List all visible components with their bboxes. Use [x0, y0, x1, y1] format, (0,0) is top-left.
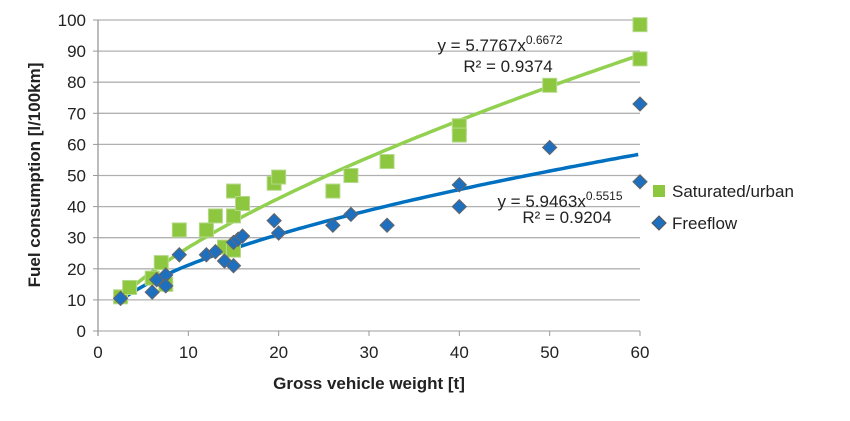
- point-freeflow: [112, 290, 129, 307]
- y-tick-label: 100: [58, 11, 86, 30]
- point-saturated: [451, 127, 467, 143]
- point-freeflow: [157, 267, 174, 283]
- point-freeflow: [207, 243, 224, 260]
- x-tick-label: 30: [360, 343, 379, 362]
- point-freeflow: [225, 257, 242, 274]
- point-freeflow: [270, 225, 287, 241]
- legend-label-saturated: Saturated/urban: [672, 182, 794, 201]
- point-freeflow: [379, 217, 395, 234]
- point-saturated: [632, 51, 648, 67]
- point-saturated: [343, 168, 359, 183]
- r2-saturated: R² = 0.9374: [463, 57, 552, 76]
- legend-label-freeflow: Freeflow: [672, 214, 738, 233]
- point-saturated: [379, 154, 395, 170]
- point-saturated: [226, 183, 241, 199]
- point-freeflow: [171, 247, 188, 263]
- y-tick-label: 0: [77, 322, 86, 341]
- x-tick-label: 50: [540, 343, 559, 362]
- point-freeflow: [325, 217, 341, 234]
- point-saturated: [198, 222, 214, 238]
- point-freeflow: [157, 278, 174, 294]
- y-tick-label: 50: [67, 167, 86, 186]
- legend: Saturated/urban Freeflow: [651, 182, 794, 233]
- point-saturated: [171, 222, 187, 238]
- point-freeflow: [144, 284, 160, 300]
- trendline-freeflow: [117, 152, 639, 304]
- point-freeflow: [451, 198, 468, 215]
- y-tick-label: 40: [67, 198, 86, 217]
- eq-saturated: y = 5.7767x0.6672: [437, 33, 562, 55]
- point-saturated: [235, 195, 251, 211]
- x-tick-label: 0: [93, 343, 102, 362]
- point-freeflow: [451, 177, 468, 193]
- point-saturated: [153, 255, 169, 271]
- point-saturated: [325, 183, 341, 199]
- eq-freeflow: y = 5.9463x0.5515: [497, 189, 622, 211]
- legend-marker-saturated: [653, 185, 665, 197]
- grid: [98, 19, 640, 332]
- x-tick-label: 40: [450, 343, 469, 362]
- point-saturated: [542, 77, 558, 93]
- y-tick-label: 80: [67, 73, 86, 92]
- x-axis-label: Gross vehicle weight [t]: [273, 374, 465, 393]
- data-points: [112, 17, 648, 307]
- point-saturated: [632, 17, 648, 33]
- y-tick-label: 20: [67, 260, 86, 279]
- y-tick-label: 60: [67, 135, 86, 154]
- r2-freeflow: R² = 0.9204: [522, 208, 611, 227]
- point-freeflow: [541, 139, 558, 156]
- point-freeflow: [632, 96, 648, 112]
- point-saturated: [122, 279, 138, 295]
- y-tick-label: 70: [67, 104, 86, 123]
- x-tick-label: 10: [179, 343, 198, 362]
- x-tick-label: 20: [269, 343, 288, 362]
- point-freeflow: [266, 212, 282, 229]
- trendlines: [117, 54, 639, 304]
- point-freeflow: [234, 228, 251, 244]
- y-tick-label: 90: [67, 42, 86, 61]
- point-freeflow: [343, 206, 359, 223]
- axes: 0 10 20 30 40 50 60 70 80 90 100 0 10 20 30 40 50 60: [58, 11, 650, 362]
- y-tick-label: 30: [67, 229, 86, 248]
- y-axis-label: Fuel consumption [l/100km]: [25, 63, 44, 288]
- point-saturated: [207, 208, 223, 224]
- point-saturated: [226, 208, 241, 224]
- legend-marker-freeflow: [651, 215, 667, 231]
- point-freeflow: [632, 173, 648, 190]
- x-tick-label: 60: [631, 343, 650, 362]
- y-tick-label: 10: [67, 291, 86, 310]
- point-saturated: [271, 169, 287, 185]
